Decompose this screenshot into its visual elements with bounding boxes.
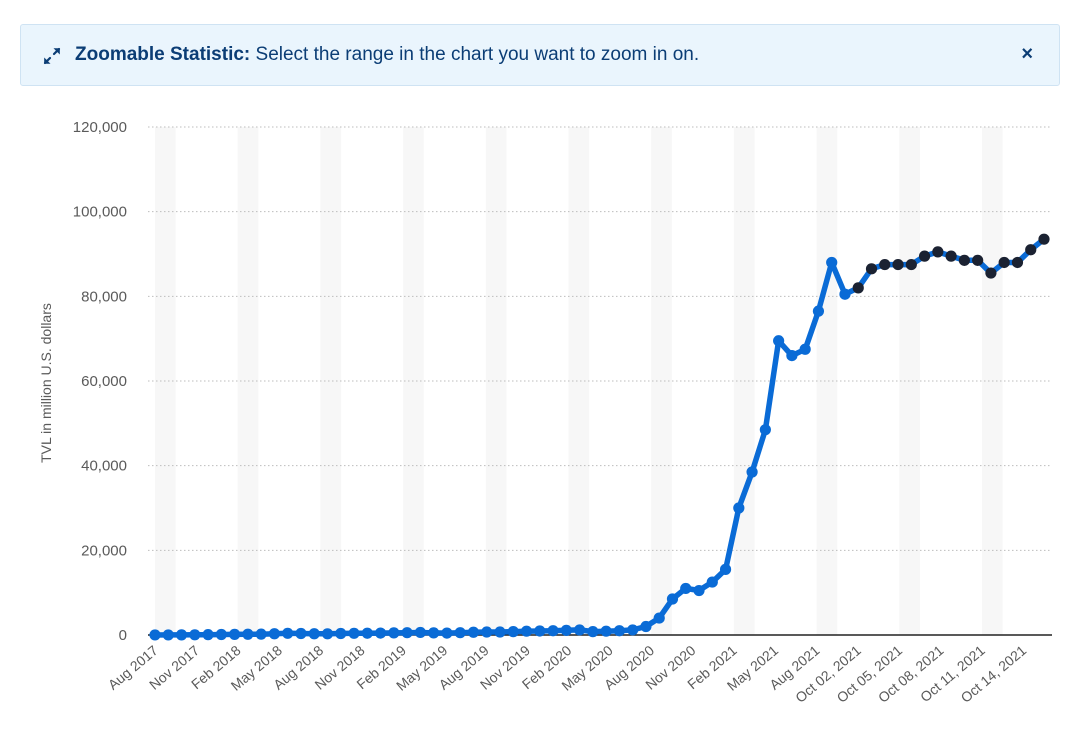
y-tick-label: 80,000 [81, 288, 127, 305]
background-band [816, 127, 838, 635]
background-band [899, 127, 920, 635]
data-point [308, 628, 320, 640]
data-point [932, 246, 944, 258]
y-tick-label: 20,000 [81, 542, 127, 559]
data-point [202, 629, 214, 641]
data-point [666, 593, 679, 605]
data-point [520, 625, 533, 637]
data-point [719, 563, 732, 575]
data-point [268, 628, 281, 640]
data-point [348, 627, 360, 639]
y-axis-label: TVL in million U.S. dollars [38, 303, 54, 463]
data-point [879, 258, 891, 271]
data-point [1025, 244, 1037, 256]
data-point [799, 343, 811, 355]
banner-text: Select the range in the chart you want t… [250, 44, 700, 65]
data-point [865, 263, 878, 275]
y-tick-label: 120,000 [73, 119, 127, 136]
data-point [839, 288, 851, 300]
data-point [627, 624, 639, 636]
data-point [693, 584, 705, 597]
data-point [945, 250, 957, 262]
data-point [613, 625, 626, 637]
data-point [162, 629, 174, 641]
data-point [733, 502, 745, 514]
data-point [481, 626, 493, 638]
data-point [215, 628, 227, 641]
data-point [547, 625, 559, 637]
data-point [388, 627, 400, 639]
data-point [587, 626, 599, 638]
data-point [573, 624, 586, 636]
data-point [998, 256, 1010, 269]
y-tick-label: 100,000 [73, 204, 127, 221]
data-point [653, 612, 665, 624]
data-point [786, 350, 798, 362]
data-point [255, 628, 267, 640]
background-band [320, 127, 342, 635]
data-point [494, 626, 506, 638]
y-tick-label: 0 [119, 627, 127, 644]
expand-arrows-icon [43, 47, 61, 65]
data-point [321, 628, 334, 640]
y-tick-label: 60,000 [81, 373, 127, 390]
data-point [972, 254, 984, 266]
data-point [428, 627, 440, 639]
banner-message: Zoomable Statistic: Select the range in … [75, 43, 699, 67]
data-point [229, 628, 241, 640]
data-point [454, 627, 466, 639]
background-band [651, 127, 672, 635]
background-band [568, 127, 590, 635]
data-point [242, 628, 254, 640]
banner-title: Zoomable Statistic: [75, 44, 251, 65]
close-button[interactable]: × [1021, 43, 1033, 65]
data-point [175, 629, 188, 641]
data-point [905, 258, 917, 271]
data-point [401, 627, 413, 639]
data-point [534, 625, 546, 637]
data-point [759, 424, 771, 436]
data-point [706, 576, 718, 588]
data-point [1038, 233, 1050, 245]
data-point [892, 258, 904, 271]
data-point [640, 620, 652, 633]
y-tick-label: 40,000 [81, 458, 127, 475]
data-point [746, 466, 758, 478]
data-point [149, 629, 161, 641]
data-point [441, 627, 453, 639]
data-point [507, 626, 519, 638]
data-point [189, 629, 201, 641]
data-point [958, 254, 970, 266]
data-point [1011, 256, 1024, 269]
data-point [295, 627, 307, 640]
data-point [680, 582, 692, 595]
data-point [600, 625, 612, 637]
data-point [374, 627, 387, 639]
data-point [282, 627, 294, 639]
data-point [467, 626, 480, 638]
data-point [918, 250, 931, 262]
data-point [335, 627, 347, 640]
data-point [361, 627, 373, 639]
data-point [812, 305, 825, 317]
data-point [560, 624, 572, 636]
data-point [773, 335, 785, 347]
data-point [985, 267, 997, 279]
data-point [414, 626, 426, 639]
data-point [852, 282, 864, 294]
data-point [826, 256, 838, 269]
zoom-info-banner: Zoomable Statistic: Select the range in … [20, 24, 1060, 86]
